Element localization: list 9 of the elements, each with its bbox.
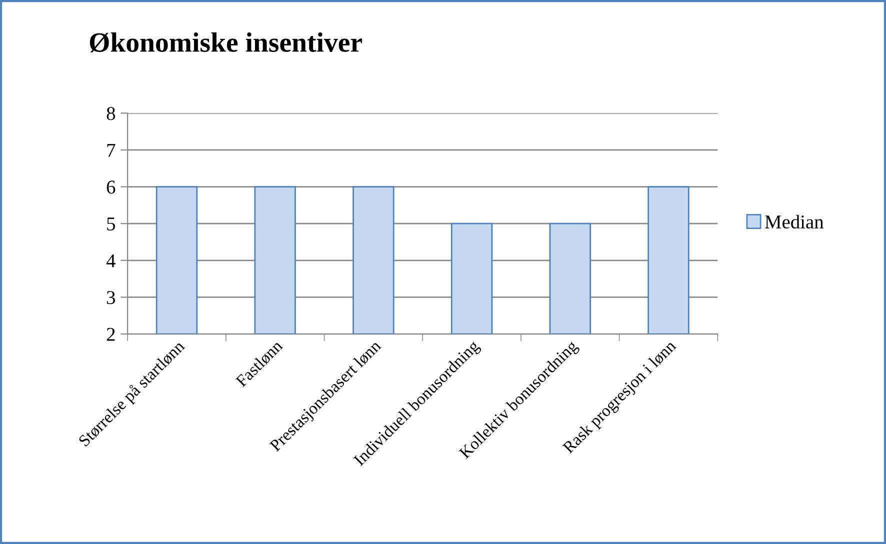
y-tick-label: 8 — [106, 106, 116, 120]
y-tick-label: 5 — [107, 218, 116, 231]
y-tick-label: 2 — [106, 328, 115, 341]
y-tick-label: 3 — [106, 291, 116, 304]
chart-title: Økonomiske insentiver — [90, 32, 362, 52]
legend-label: Median — [765, 214, 824, 229]
y-tick-label: 7 — [107, 144, 116, 157]
y-tick-label: 4 — [106, 254, 116, 268]
y-tick-label: 6 — [106, 180, 116, 194]
